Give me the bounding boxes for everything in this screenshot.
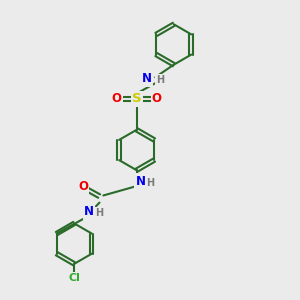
Text: H: H bbox=[156, 75, 164, 85]
Text: S: S bbox=[132, 92, 141, 105]
Text: Cl: Cl bbox=[68, 273, 80, 283]
Text: N: N bbox=[142, 72, 152, 85]
Text: N: N bbox=[84, 205, 94, 218]
Text: O: O bbox=[78, 180, 88, 193]
Text: H: H bbox=[95, 208, 103, 218]
Text: H: H bbox=[146, 178, 154, 188]
Text: O: O bbox=[111, 92, 122, 105]
Text: N: N bbox=[136, 175, 146, 188]
Text: O: O bbox=[152, 92, 162, 105]
